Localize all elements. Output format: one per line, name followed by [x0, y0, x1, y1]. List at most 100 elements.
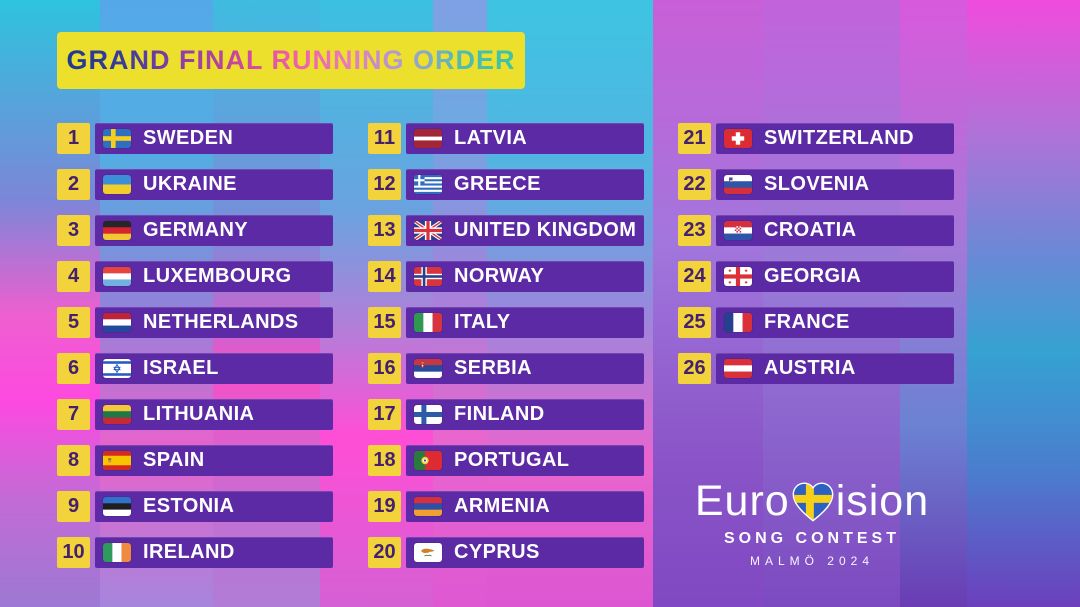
- entry-bar: GEORGIA: [716, 261, 954, 292]
- entry-bar: GERMANY: [95, 215, 333, 246]
- entry-number: 26: [678, 353, 711, 384]
- entry-row: 21 SWITZERLAND: [678, 123, 954, 154]
- greece-flag-icon: [414, 175, 442, 194]
- entry-number: 15: [368, 307, 401, 338]
- entry-number: 12: [368, 169, 401, 200]
- running-order-column-2: 11 LATVIA 12 GREECE 13 UNITED KINGDOM 14 NORWAY…: [368, 123, 644, 583]
- entry-row: 3 GERMANY: [57, 215, 333, 246]
- entry-row: 23 CROATIA: [678, 215, 954, 246]
- austria-flag-icon: [724, 359, 752, 378]
- country-label: SWEDEN: [143, 127, 234, 149]
- entry-row: 5 NETHERLANDS: [57, 307, 333, 338]
- country-label: ITALY: [454, 311, 511, 333]
- entry-row: 20 CYPRUS: [368, 537, 644, 568]
- entry-bar: IRELAND: [95, 537, 333, 568]
- serbia-flag-icon: [414, 359, 442, 378]
- germany-flag-icon: [103, 221, 131, 240]
- running-order-column-3: 21 SWITZERLAND 22 SLOVENIA 23 CROATIA 24 GEORGI…: [678, 123, 954, 399]
- country-label: LATVIA: [454, 127, 528, 149]
- entry-bar: FINLAND: [406, 399, 644, 430]
- ireland-flag-icon: [103, 543, 131, 562]
- entry-bar: CYPRUS: [406, 537, 644, 568]
- background-stripe: [653, 0, 763, 607]
- entry-bar: NETHERLANDS: [95, 307, 333, 338]
- logo-event-city-year: MALMÖ 2024: [749, 554, 875, 568]
- entry-number: 21: [678, 123, 711, 154]
- armenia-flag-icon: [414, 497, 442, 516]
- entry-row: 15 ITALY: [368, 307, 644, 338]
- israel-flag-icon: [103, 359, 131, 378]
- entry-bar: SWEDEN: [95, 123, 333, 154]
- entry-number: 16: [368, 353, 401, 384]
- entry-row: 8 SPAIN: [57, 445, 333, 476]
- entry-bar: SERBIA: [406, 353, 644, 384]
- entry-number: 17: [368, 399, 401, 430]
- entry-row: 16 SERBIA: [368, 353, 644, 384]
- country-label: IRELAND: [143, 541, 235, 563]
- entry-bar: SLOVENIA: [716, 169, 954, 200]
- country-label: NORWAY: [454, 265, 545, 287]
- country-label: GEORGIA: [764, 265, 862, 287]
- entry-row: 19 ARMENIA: [368, 491, 644, 522]
- entry-bar: SWITZERLAND: [716, 123, 954, 154]
- country-label: ESTONIA: [143, 495, 235, 517]
- entry-number: 7: [57, 399, 90, 430]
- entry-number: 19: [368, 491, 401, 522]
- entry-row: 7 LITHUANIA: [57, 399, 333, 430]
- entry-number: 22: [678, 169, 711, 200]
- country-label: FINLAND: [454, 403, 545, 425]
- entry-number: 1: [57, 123, 90, 154]
- entry-number: 14: [368, 261, 401, 292]
- background-stripe: [900, 0, 967, 607]
- country-label: GREECE: [454, 173, 541, 195]
- entry-number: 11: [368, 123, 401, 154]
- entry-row: 12 GREECE: [368, 169, 644, 200]
- entry-bar: SPAIN: [95, 445, 333, 476]
- entry-row: 18 PORTUGAL: [368, 445, 644, 476]
- country-label: AUSTRIA: [764, 357, 856, 379]
- entry-number: 5: [57, 307, 90, 338]
- background-stripe: [763, 0, 900, 607]
- entry-row: 2 UKRAINE: [57, 169, 333, 200]
- country-label: CROATIA: [764, 219, 857, 241]
- country-label: GERMANY: [143, 219, 249, 241]
- entry-number: 9: [57, 491, 90, 522]
- entry-bar: AUSTRIA: [716, 353, 954, 384]
- country-label: SLOVENIA: [764, 173, 870, 195]
- luxembourg-flag-icon: [103, 267, 131, 286]
- entry-number: 8: [57, 445, 90, 476]
- norway-flag-icon: [414, 267, 442, 286]
- entry-row: 11 LATVIA: [368, 123, 644, 154]
- country-label: NETHERLANDS: [143, 311, 299, 333]
- country-label: SWITZERLAND: [764, 127, 914, 149]
- country-label: SPAIN: [143, 449, 205, 471]
- entry-number: 10: [57, 537, 90, 568]
- france-flag-icon: [724, 313, 752, 332]
- uk-flag-icon: [414, 221, 442, 240]
- entry-row: 17 FINLAND: [368, 399, 644, 430]
- entry-bar: LITHUANIA: [95, 399, 333, 430]
- entry-bar: PORTUGAL: [406, 445, 644, 476]
- entry-row: 1 SWEDEN: [57, 123, 333, 154]
- entry-bar: NORWAY: [406, 261, 644, 292]
- entry-bar: UKRAINE: [95, 169, 333, 200]
- italy-flag-icon: [414, 313, 442, 332]
- entry-row: 10 IRELAND: [57, 537, 333, 568]
- entry-bar: ITALY: [406, 307, 644, 338]
- background-stripe: [967, 0, 1080, 607]
- ukraine-flag-icon: [103, 175, 131, 194]
- switzerland-flag-icon: [724, 129, 752, 148]
- entry-bar: FRANCE: [716, 307, 954, 338]
- country-label: ISRAEL: [143, 357, 219, 379]
- country-label: CYPRUS: [454, 541, 540, 563]
- entry-number: 4: [57, 261, 90, 292]
- entry-number: 23: [678, 215, 711, 246]
- entry-number: 13: [368, 215, 401, 246]
- lithuania-flag-icon: [103, 405, 131, 424]
- entry-row: 26 AUSTRIA: [678, 353, 954, 384]
- entry-bar: LUXEMBOURG: [95, 261, 333, 292]
- entry-row: 14 NORWAY: [368, 261, 644, 292]
- entry-number: 2: [57, 169, 90, 200]
- entry-bar: ESTONIA: [95, 491, 333, 522]
